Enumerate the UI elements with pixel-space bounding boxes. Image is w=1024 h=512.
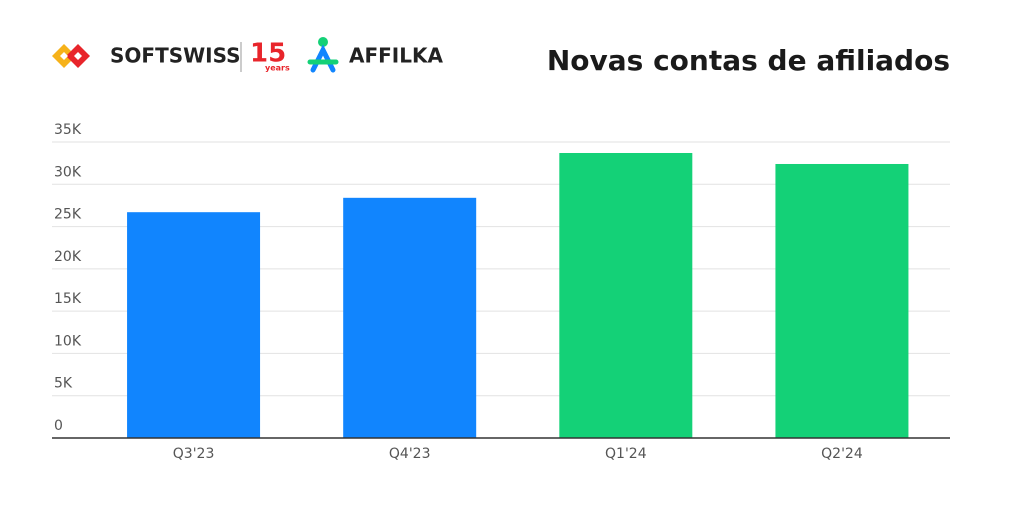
y-tick-label: 10K (54, 333, 82, 349)
y-tick-label: 0 (54, 418, 63, 434)
brand-text: SOFTSWISS (110, 44, 241, 68)
affilka-logo (307, 37, 339, 73)
bar (559, 152, 693, 438)
bar (343, 197, 477, 438)
x-tick-label: Q3'23 (173, 446, 215, 462)
x-tick-label: Q1'24 (605, 446, 647, 462)
bar (775, 163, 909, 438)
x-tick-label: Q4'23 (389, 446, 431, 462)
bar (127, 212, 261, 438)
y-tick-label: 15K (54, 291, 82, 307)
x-tick-label: Q2'24 (821, 446, 863, 462)
y-tick-label: 25K (54, 207, 82, 223)
logo-shape (74, 52, 82, 60)
y-tick-label: 20K (54, 249, 82, 265)
brand-text: AFFILKA (349, 44, 443, 68)
chart-title: Novas contas de afiliados (547, 44, 950, 77)
y-tick-label: 5K (54, 376, 73, 392)
logo-shape (60, 52, 68, 60)
brand-text: years (265, 64, 290, 73)
brand-text: 15 (250, 39, 286, 69)
y-tick-label: 30K (54, 164, 82, 180)
y-tick-label: 35K (54, 122, 82, 138)
logo-shape (318, 37, 328, 47)
softswiss-logo (52, 44, 90, 68)
